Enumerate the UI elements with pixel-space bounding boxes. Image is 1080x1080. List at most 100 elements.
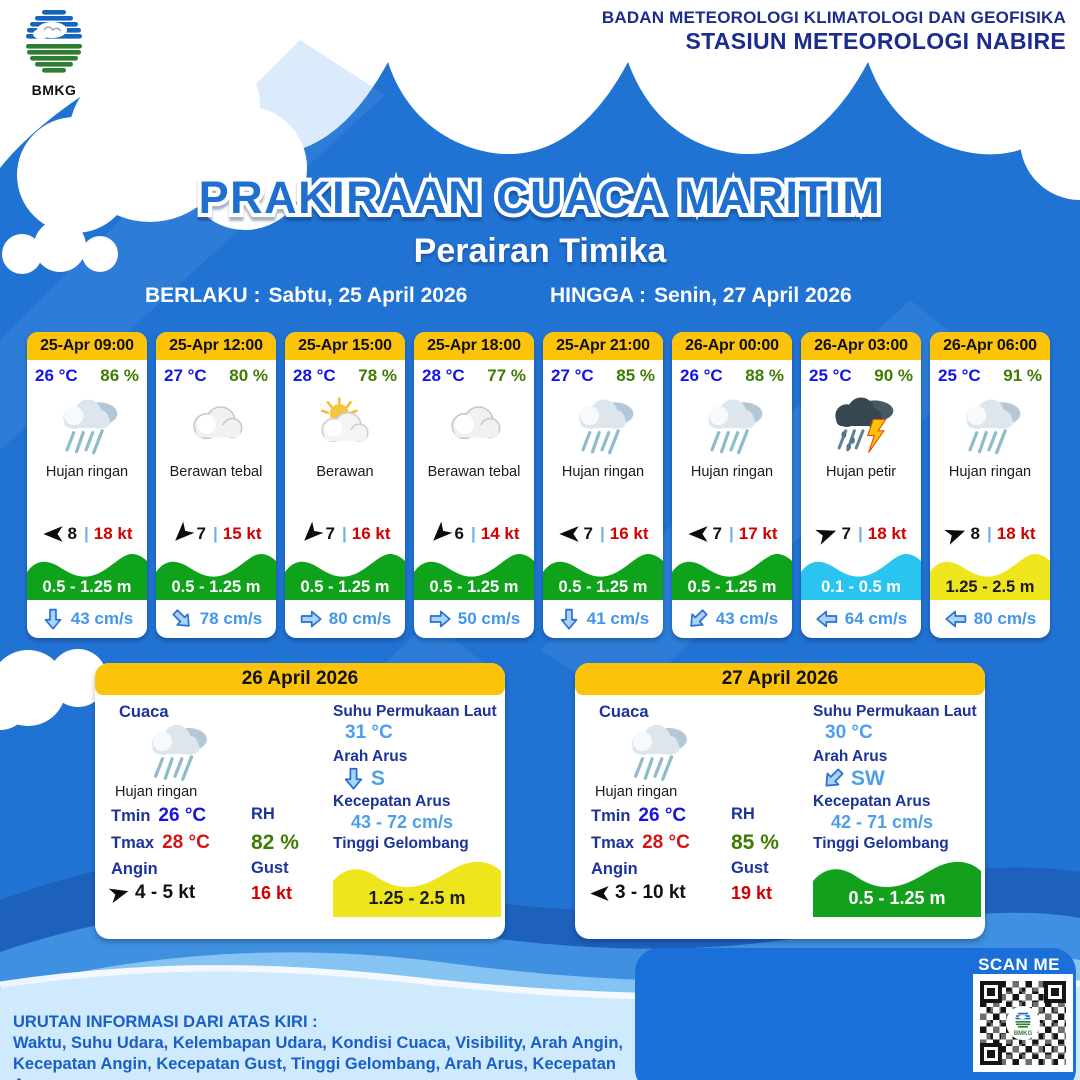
weather-icon bbox=[156, 390, 276, 464]
valid-to-label: HINGGA : bbox=[550, 284, 647, 307]
wave-height: 0.5 - 1.25 m bbox=[172, 578, 261, 596]
weather-icon bbox=[543, 390, 663, 464]
wave-height-chip: 1.25 - 2.5 m bbox=[333, 861, 501, 917]
wind-direction-arrow bbox=[166, 518, 197, 549]
tmin-label: Tmin bbox=[111, 807, 151, 825]
current-direction-arrow bbox=[299, 607, 323, 631]
wind-range: 4 - 5 kt bbox=[135, 882, 196, 903]
wind-row: 8 | 18 kt bbox=[930, 520, 1050, 548]
wind-direction-arrow bbox=[687, 523, 709, 545]
weather-condition: Hujan ringan bbox=[948, 464, 1032, 480]
wind-speed: 7 bbox=[583, 524, 593, 543]
current-row: 80 cm/s bbox=[285, 600, 405, 638]
relative-humidity: 77 % bbox=[487, 366, 526, 385]
station-name: STASIUN METEOROLOGI NABIRE bbox=[685, 28, 1066, 55]
divider: | bbox=[728, 524, 734, 543]
wave-height: 0.5 - 1.25 m bbox=[688, 578, 777, 596]
air-temperature: 25 °C bbox=[938, 366, 981, 385]
wind-range: 3 - 10 kt bbox=[615, 882, 686, 903]
weather-icon bbox=[285, 390, 405, 464]
forecast-time: 26-Apr 06:00 bbox=[930, 332, 1050, 360]
tmax-label: Tmax bbox=[111, 834, 155, 852]
air-temperature: 26 °C bbox=[35, 366, 78, 385]
divider: | bbox=[83, 524, 89, 543]
hourly-forecast-card: 26-Apr 06:00 25 °C 91 % Hujan ringan 8 |… bbox=[930, 332, 1050, 638]
current-speed: 80 cm/s bbox=[973, 609, 1037, 628]
weather-condition: Berawan bbox=[316, 464, 374, 480]
scan-me-label: SCAN ME bbox=[978, 955, 1060, 974]
wind-label: Angin bbox=[591, 860, 638, 878]
current-direction-row: SW bbox=[821, 766, 983, 791]
current-speed: 43 - 72 cm/s bbox=[351, 812, 454, 832]
temp-humidity-row: 27 °C 85 % bbox=[543, 360, 663, 390]
weather-condition: Hujan ringan bbox=[595, 784, 678, 800]
wave-height-band: 0.5 - 1.25 m bbox=[672, 553, 792, 600]
wind-gust: 14 kt bbox=[480, 524, 520, 543]
wave-height: 0.5 - 1.25 m bbox=[848, 888, 945, 908]
air-temperature: 28 °C bbox=[293, 366, 336, 385]
gust-label: Gust bbox=[731, 859, 769, 877]
relative-humidity: 78 % bbox=[358, 366, 397, 385]
tmax-label: Tmax bbox=[591, 834, 635, 852]
air-temperature: 27 °C bbox=[164, 366, 207, 385]
wind-speed: 8 bbox=[67, 524, 77, 543]
wave-height: 0.5 - 1.25 m bbox=[430, 578, 519, 596]
bmkg-logo-icon bbox=[26, 10, 82, 73]
summary-date: 27 April 2026 bbox=[575, 663, 985, 695]
wind-speed: 8 bbox=[970, 524, 980, 543]
current-row: 78 cm/s bbox=[156, 600, 276, 638]
wind-row: 7 | 15 kt bbox=[156, 520, 276, 548]
cuaca-label: Cuaca bbox=[119, 703, 169, 721]
forecast-time: 25-Apr 18:00 bbox=[414, 332, 534, 360]
wind-speed: 7 bbox=[196, 524, 206, 543]
tmin-value: 26 °C bbox=[158, 805, 207, 826]
wave-height-band: 1.25 - 2.5 m bbox=[930, 553, 1050, 600]
current-speed: 43 cm/s bbox=[715, 609, 779, 628]
current-direction-row: S bbox=[341, 766, 503, 791]
wave-height-band: 0.5 - 1.25 m bbox=[285, 553, 405, 600]
wave-height-label: Tinggi Gelombang bbox=[333, 835, 469, 852]
current-row: 80 cm/s bbox=[930, 600, 1050, 638]
weather-condition: Hujan ringan bbox=[115, 784, 198, 800]
current-row: 43 cm/s bbox=[27, 600, 147, 638]
relative-humidity: 91 % bbox=[1003, 366, 1042, 385]
wind-direction-arrow bbox=[107, 880, 133, 906]
current-direction-arrow bbox=[165, 602, 199, 636]
tmax-value: 28 °C bbox=[162, 832, 210, 853]
weather-icon bbox=[414, 390, 534, 464]
forecast-time: 25-Apr 12:00 bbox=[156, 332, 276, 360]
wave-height-chip: 0.5 - 1.25 m bbox=[813, 861, 981, 917]
hourly-forecast-row: 25-Apr 09:00 26 °C 86 % Hujan ringan 8 |… bbox=[27, 332, 1050, 638]
forecast-time: 25-Apr 21:00 bbox=[543, 332, 663, 360]
wind-label: Angin bbox=[111, 860, 158, 878]
current-row: 50 cm/s bbox=[414, 600, 534, 638]
current-speed: 43 cm/s bbox=[70, 609, 134, 628]
current-direction-arrow bbox=[428, 607, 452, 631]
current-speed: 64 cm/s bbox=[844, 609, 908, 628]
wave-height: 0.1 - 0.5 m bbox=[821, 578, 901, 596]
weather-condition: Hujan petir bbox=[825, 464, 897, 480]
relative-humidity: 80 % bbox=[229, 366, 268, 385]
poster-title-art: PRAKIRAAN CUACA MARITIM bbox=[195, 168, 884, 227]
current-direction: SW bbox=[851, 766, 885, 790]
wind-row: 7 | 18 kt bbox=[801, 520, 921, 548]
wind-direction-arrow bbox=[812, 520, 840, 548]
current-direction-arrow bbox=[681, 602, 715, 636]
sst-value: 31 °C bbox=[345, 722, 393, 743]
valid-from: BERLAKU : Sabtu, 25 April 2026 bbox=[145, 284, 467, 308]
qr-panel: SCAN ME bbox=[635, 948, 1076, 1080]
hourly-forecast-card: 26-Apr 00:00 26 °C 88 % Hujan ringan 7 |… bbox=[672, 332, 792, 638]
divider: | bbox=[599, 524, 605, 543]
wind-row: 7 | 16 kt bbox=[543, 520, 663, 548]
current-direction-arrow bbox=[557, 607, 581, 631]
qr-center-logo: BMKG bbox=[1006, 1006, 1040, 1040]
qr-finder-icon bbox=[980, 981, 1002, 1003]
gust-label: Gust bbox=[251, 859, 289, 877]
wind-direction-arrow bbox=[558, 523, 580, 545]
divider: | bbox=[986, 524, 992, 543]
wave-height-band: 0.5 - 1.25 m bbox=[414, 553, 534, 600]
weather-condition: Hujan ringan bbox=[690, 464, 774, 480]
footer-line2: Waktu, Suhu Udara, Kelembapan Udara, Kon… bbox=[13, 1034, 624, 1052]
temp-humidity-row: 25 °C 91 % bbox=[930, 360, 1050, 390]
